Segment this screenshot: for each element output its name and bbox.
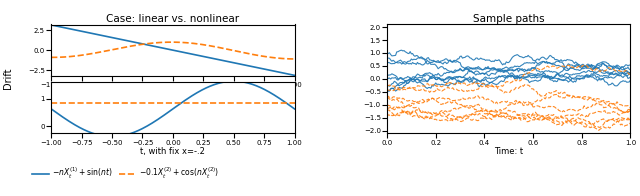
X-axis label: Time: t: Time: t — [494, 147, 524, 156]
Title: Case: linear vs. nonlinear: Case: linear vs. nonlinear — [106, 14, 239, 24]
X-axis label: x, with fix t=0: x, with fix t=0 — [143, 89, 202, 98]
Text: Drift: Drift — [3, 68, 13, 89]
X-axis label: t, with fix x=-.2: t, with fix x=-.2 — [140, 147, 205, 156]
Title: Sample paths: Sample paths — [473, 14, 545, 24]
Legend: $-nX_t^{(1)} + \sin(nt)$, $-0.1X_t^{(2)} + \cos(nX_t^{(2)})$: $-nX_t^{(1)} + \sin(nt)$, $-0.1X_t^{(2)}… — [29, 163, 222, 184]
